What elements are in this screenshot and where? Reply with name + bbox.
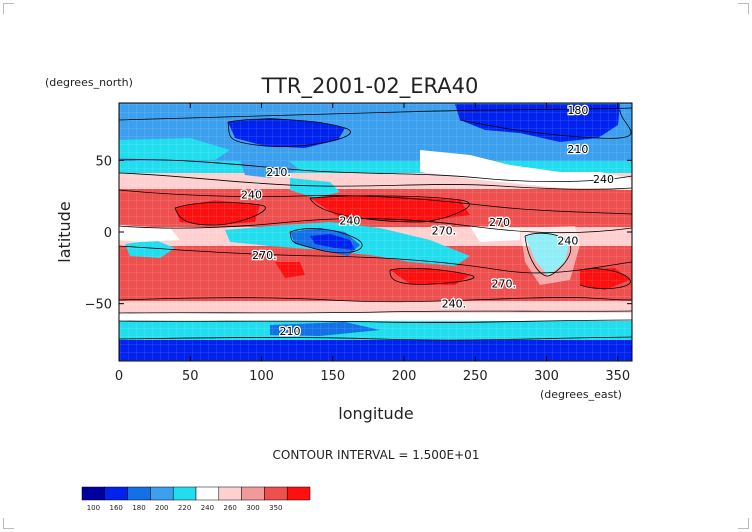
contour-label: 240. — [442, 298, 467, 311]
contour-line — [119, 310, 632, 314]
colorbar-swatch — [81, 486, 106, 501]
x-tick-label: 250 — [463, 369, 488, 384]
colorbar-swatch — [264, 486, 288, 501]
colorbar-swatch — [104, 486, 128, 501]
crop-mark-bottom-left — [3, 518, 14, 529]
contour-line — [289, 228, 363, 254]
chart-title: TTR_2001-02_ERA40 — [261, 74, 479, 99]
contour-label: 240 — [339, 215, 360, 228]
contour-line — [119, 159, 632, 183]
y-axis-title: latitude — [55, 201, 74, 262]
contour-label: 270 — [489, 216, 510, 229]
contour-label: 270. — [432, 225, 457, 238]
x-tick-label: 350 — [605, 369, 630, 384]
y-axis: −50 0 50 — [85, 154, 632, 313]
colorbar-swatch — [286, 486, 311, 501]
contour-line — [119, 319, 632, 323]
contour-line — [174, 201, 266, 226]
colorbar-label: 300 — [246, 504, 259, 512]
crop-mark-bottom-right — [738, 518, 749, 529]
contour-label: 210. — [266, 166, 291, 179]
y-tick-label: 50 — [95, 154, 112, 169]
colorbar-swatch — [127, 486, 151, 501]
x-tick-label: 0 — [115, 369, 123, 384]
colorbar-label: 240 — [201, 504, 214, 512]
contour-label: 240 — [593, 173, 614, 186]
x-axis-title: longitude — [338, 404, 413, 423]
x-tick-label: 50 — [182, 369, 199, 384]
crop-mark-top-left — [3, 3, 14, 14]
x-tick-label: 150 — [320, 369, 345, 384]
y-tick-label: 0 — [104, 226, 112, 241]
contour-label: 270. — [252, 249, 277, 262]
contour-label: 210 — [567, 143, 588, 156]
x-tick-label: 200 — [392, 369, 417, 384]
colorbar-label: 260 — [224, 504, 237, 512]
contour-label: 240 — [241, 189, 262, 202]
x-tick-label: 100 — [249, 369, 274, 384]
contour-line — [119, 297, 632, 303]
contour-line — [119, 189, 632, 215]
contour-interval-note: CONTOUR INTERVAL = 1.500E+01 — [273, 448, 480, 462]
crop-mark-top-right — [738, 3, 749, 14]
colorbar-label: 220 — [178, 504, 191, 512]
contour-label: 210 — [280, 325, 301, 338]
colorbar-label: 100 — [87, 504, 100, 512]
contour-label: 240 — [557, 235, 578, 248]
contour-line — [579, 268, 631, 289]
colorbar-swatch — [195, 486, 220, 501]
contour-labels: 180 210. 210 240 240 240 270. 270 240 270. 270. 240… — [240, 103, 615, 339]
contour-lines — [119, 107, 632, 341]
contour-line — [119, 218, 632, 234]
colorbar-legend: 100 160 180 200 220 240 260 300 350 — [81, 486, 311, 512]
contour-label: 180 — [567, 104, 588, 117]
colorbar-swatch — [218, 486, 242, 501]
contour-line — [309, 195, 470, 223]
contour-line — [119, 245, 632, 274]
contour-label: 270. — [492, 278, 517, 291]
colorbar-label: 350 — [269, 504, 282, 512]
colorbar-label: 180 — [132, 504, 145, 512]
contour-line — [119, 107, 632, 121]
contour-line — [119, 172, 632, 190]
contour-line — [459, 109, 632, 139]
x-tick-label: 300 — [534, 369, 559, 384]
plot-area: 180 210. 210 240 240 240 270. 270 240 270. 270. 240… — [119, 103, 632, 361]
x-axis: 0 50 100 150 200 250 300 350 — [115, 103, 630, 384]
contour-line — [227, 118, 351, 148]
y-units-label: (degrees_north) — [45, 76, 133, 89]
contour-line — [524, 232, 572, 277]
colorbar-label: 200 — [155, 504, 168, 512]
contour-line — [119, 336, 632, 341]
contour-line — [389, 267, 475, 285]
colorbar-swatch — [172, 486, 197, 501]
colorbar-label: 160 — [110, 504, 123, 512]
colorbar-swatch — [241, 486, 265, 501]
x-units-label: (degrees_east) — [540, 388, 622, 401]
colorbar-swatch — [150, 486, 174, 501]
y-tick-label: −50 — [85, 298, 112, 313]
